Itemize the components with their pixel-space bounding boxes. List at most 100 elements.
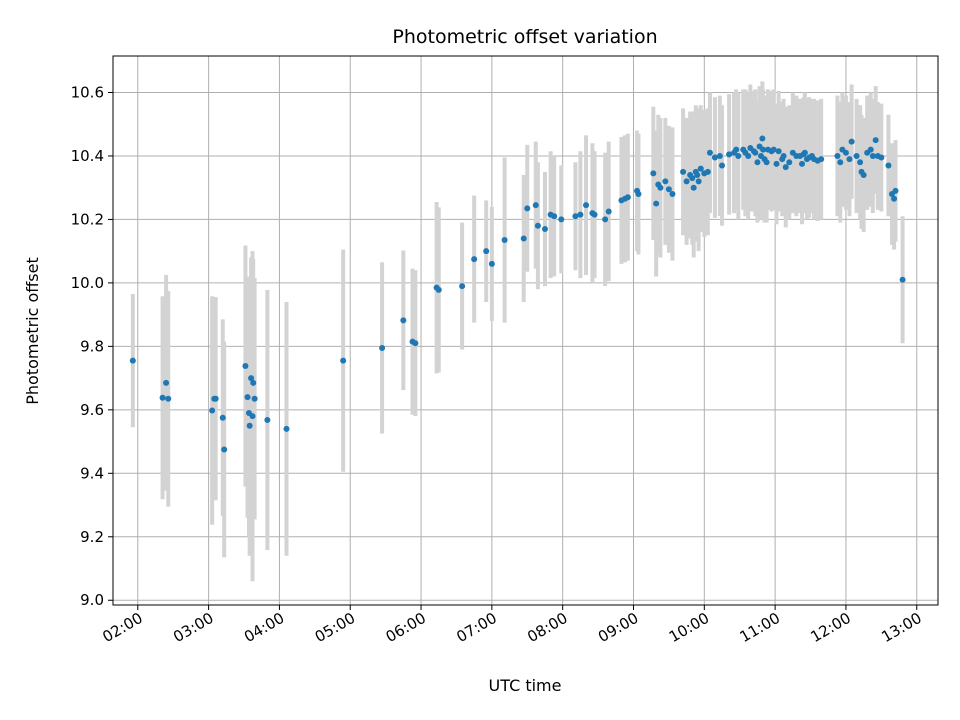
data-point bbox=[891, 195, 898, 202]
y-tick-label: 10.0 bbox=[71, 274, 104, 292]
data-point bbox=[665, 186, 672, 193]
data-point bbox=[773, 160, 780, 167]
data-point bbox=[754, 159, 761, 166]
y-axis-label: Photometric offset bbox=[23, 257, 42, 405]
data-point bbox=[689, 175, 696, 182]
y-tick-label: 10.2 bbox=[71, 210, 104, 228]
data-point bbox=[129, 357, 136, 364]
data-point bbox=[837, 159, 844, 166]
data-point bbox=[706, 149, 713, 156]
data-point bbox=[483, 248, 490, 255]
data-point bbox=[770, 146, 777, 153]
data-point bbox=[860, 172, 867, 179]
data-point bbox=[524, 205, 531, 212]
data-point bbox=[719, 162, 726, 169]
data-point bbox=[624, 194, 631, 201]
data-point bbox=[848, 138, 855, 145]
data-point bbox=[209, 407, 216, 414]
data-point bbox=[878, 154, 885, 161]
data-point bbox=[488, 260, 495, 267]
data-point bbox=[834, 152, 841, 159]
data-point bbox=[799, 160, 806, 167]
y-tick-label: 9.2 bbox=[80, 528, 104, 546]
y-tick-label: 9.8 bbox=[80, 337, 104, 355]
data-point bbox=[867, 146, 874, 153]
data-point bbox=[551, 213, 558, 220]
data-point bbox=[892, 187, 899, 194]
data-point bbox=[653, 200, 660, 207]
data-point bbox=[669, 191, 676, 198]
data-point bbox=[159, 394, 166, 401]
data-point bbox=[716, 152, 723, 159]
data-point bbox=[435, 286, 442, 293]
data-point bbox=[763, 159, 770, 166]
data-point bbox=[726, 151, 733, 158]
data-point bbox=[697, 165, 704, 172]
data-point bbox=[264, 416, 271, 423]
data-point bbox=[221, 446, 228, 453]
data-point bbox=[752, 149, 759, 156]
data-point bbox=[786, 159, 793, 166]
plot-frame bbox=[112, 55, 939, 606]
data-point bbox=[283, 425, 290, 432]
y-tick-label: 10.6 bbox=[71, 83, 104, 101]
data-point bbox=[733, 146, 740, 153]
data-point bbox=[760, 146, 767, 153]
data-point bbox=[251, 395, 258, 402]
y-tick-label: 10.4 bbox=[71, 147, 104, 165]
data-point bbox=[605, 208, 612, 215]
data-point bbox=[219, 414, 226, 421]
data-point bbox=[577, 211, 584, 218]
data-point bbox=[846, 156, 853, 163]
data-point bbox=[842, 149, 849, 156]
data-point bbox=[711, 154, 718, 161]
data-point bbox=[872, 137, 879, 144]
data-point bbox=[379, 344, 386, 351]
data-point bbox=[501, 237, 508, 244]
data-point bbox=[662, 178, 669, 185]
y-tick-label: 9.4 bbox=[80, 464, 104, 482]
data-point bbox=[857, 159, 864, 166]
data-point bbox=[572, 213, 579, 220]
data-point bbox=[782, 164, 789, 171]
data-point bbox=[400, 317, 407, 324]
data-point bbox=[775, 148, 782, 155]
data-point bbox=[695, 178, 702, 185]
data-point bbox=[602, 216, 609, 223]
y-tick-label: 9.0 bbox=[80, 591, 104, 609]
data-point bbox=[165, 395, 172, 402]
y-axis-ticks: 9.0 9.2 9.4 9.6 9.8 10.0 10.2 10.4 10.6 bbox=[71, 83, 113, 609]
data-point bbox=[163, 379, 170, 386]
data-point bbox=[735, 152, 742, 159]
data-point bbox=[412, 340, 419, 347]
data-point bbox=[853, 152, 860, 159]
data-point bbox=[250, 379, 257, 386]
x-axis-label: UTC time bbox=[489, 676, 562, 695]
data-point bbox=[759, 135, 766, 142]
data-point bbox=[532, 202, 539, 209]
data-point bbox=[885, 162, 892, 169]
data-point bbox=[818, 156, 825, 163]
data-point bbox=[680, 168, 687, 175]
data-point bbox=[694, 172, 701, 179]
data-point bbox=[583, 202, 590, 209]
data-point bbox=[520, 235, 527, 242]
data-point bbox=[558, 216, 565, 223]
data-point bbox=[244, 394, 251, 401]
y-tick-label: 9.6 bbox=[80, 401, 104, 419]
data-point bbox=[690, 184, 697, 191]
data-point bbox=[248, 375, 255, 382]
data-point bbox=[801, 149, 808, 156]
data-point bbox=[869, 152, 876, 159]
data-point bbox=[657, 184, 664, 191]
data-points bbox=[129, 135, 906, 453]
data-point bbox=[471, 256, 478, 263]
data-point bbox=[650, 170, 657, 177]
data-point bbox=[340, 357, 347, 364]
data-point bbox=[459, 283, 466, 290]
data-point bbox=[899, 276, 906, 283]
data-point bbox=[704, 168, 711, 175]
data-point bbox=[246, 422, 253, 429]
chart-title: Photometric offset variation bbox=[392, 26, 657, 48]
